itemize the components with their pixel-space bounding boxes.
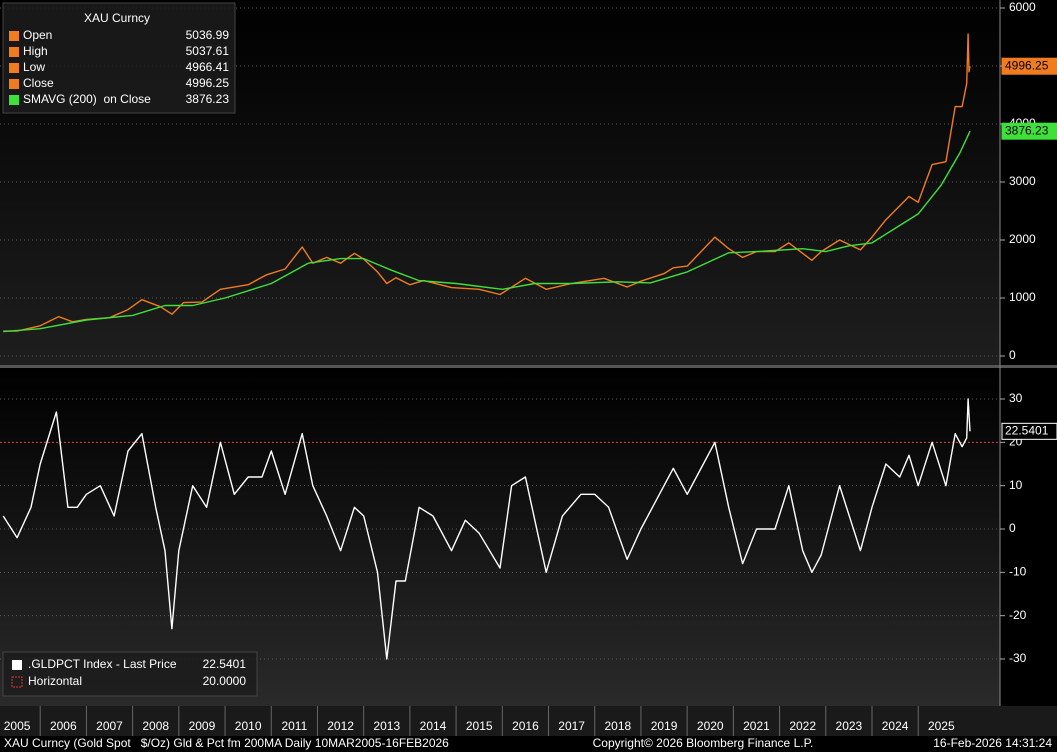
last-value-tag [1001,122,1057,140]
footer-right: 16-Feb-2026 14:31:24 [933,736,1052,750]
x-tick-label: 2009 [189,719,216,733]
legend-swatch [9,47,19,57]
legend-name: High [23,44,48,58]
y-tick-label: 3000 [1009,174,1036,188]
x-tick-label: 2021 [743,719,770,733]
x-tick-label: 2007 [96,719,123,733]
y-tick-label: -30 [1009,651,1027,665]
last-value-label: 3876.23 [1005,123,1049,137]
legend-name: Horizontal [28,674,82,688]
last-value-label: 22.5401 [1005,423,1049,437]
legend-value: 5037.61 [186,44,230,58]
last-value-tag [1001,422,1057,440]
last-value-tag [1001,57,1057,75]
x-tick-label: 2020 [697,719,724,733]
x-tick-label: 2022 [789,719,816,733]
legend-swatch [9,95,19,105]
x-tick-label: 2008 [142,719,169,733]
x-tick-label: 2005 [4,719,31,733]
x-tick-label: 2023 [836,719,863,733]
x-tick-label: 2006 [50,719,77,733]
footer-center: Copyright© 2026 Bloomberg Finance L.P. [593,736,814,750]
legend-swatch [9,31,19,41]
y-tick-label: 0 [1009,348,1016,362]
line-series [2,398,971,660]
legend-name: Open [23,28,52,42]
x-tick-label: 2025 [928,719,955,733]
legend-title: XAU Curncy [84,11,150,25]
y-tick-label: 10 [1009,478,1023,492]
x-tick-label: 2010 [235,719,262,733]
legend-name: Close [23,76,54,90]
legend-value: 3876.23 [186,92,230,106]
legend-name: Low [23,60,45,74]
legend-swatch [11,676,23,688]
footer-left: XAU Curncy (Gold Spot $/Oz) Gld & Pct fm… [4,736,449,750]
x-tick-label: 2019 [651,719,678,733]
legend-name: .GLDPCT Index - Last Price [28,657,177,671]
x-tick-label: 2015 [466,719,493,733]
y-tick-label: 2000 [1009,232,1036,246]
x-tick-label: 2018 [604,719,631,733]
legend-value: 5036.99 [186,28,230,42]
legend-box [2,651,258,697]
y-tick-label: -10 [1009,565,1027,579]
line-series [3,33,971,332]
y-tick-label: 1000 [1009,290,1036,304]
bottom-panel [0,368,1000,706]
y-tick-label: -20 [1009,608,1027,622]
legend-value: 4966.41 [186,60,230,74]
x-tick-label: 2012 [327,719,354,733]
legend-value: 4996.25 [186,76,230,90]
x-tick-label: 2013 [373,719,400,733]
legend-box [2,2,236,114]
y-tick-label: 6000 [1009,0,1036,14]
y-tick-label: 0 [1009,521,1016,535]
x-tick-label: 2011 [281,719,307,733]
y-tick-label: 30 [1009,391,1023,405]
last-value-label: 4996.25 [1005,58,1049,72]
divider [0,365,1057,368]
x-tick-label: 2024 [882,719,909,733]
legend-name: SMAVG (200) on Close [23,92,151,106]
x-tick-label: 2016 [512,719,539,733]
legend-value: 22.5401 [203,657,247,671]
legend-swatch [9,79,19,89]
legend-swatch [9,63,19,73]
line-series [3,130,971,333]
x-tick-label: 2017 [558,719,585,733]
x-tick-label: 2014 [420,719,447,733]
x-axis-strip [0,706,1057,736]
legend-swatch [12,660,22,670]
legend-value: 20.0000 [203,674,247,688]
